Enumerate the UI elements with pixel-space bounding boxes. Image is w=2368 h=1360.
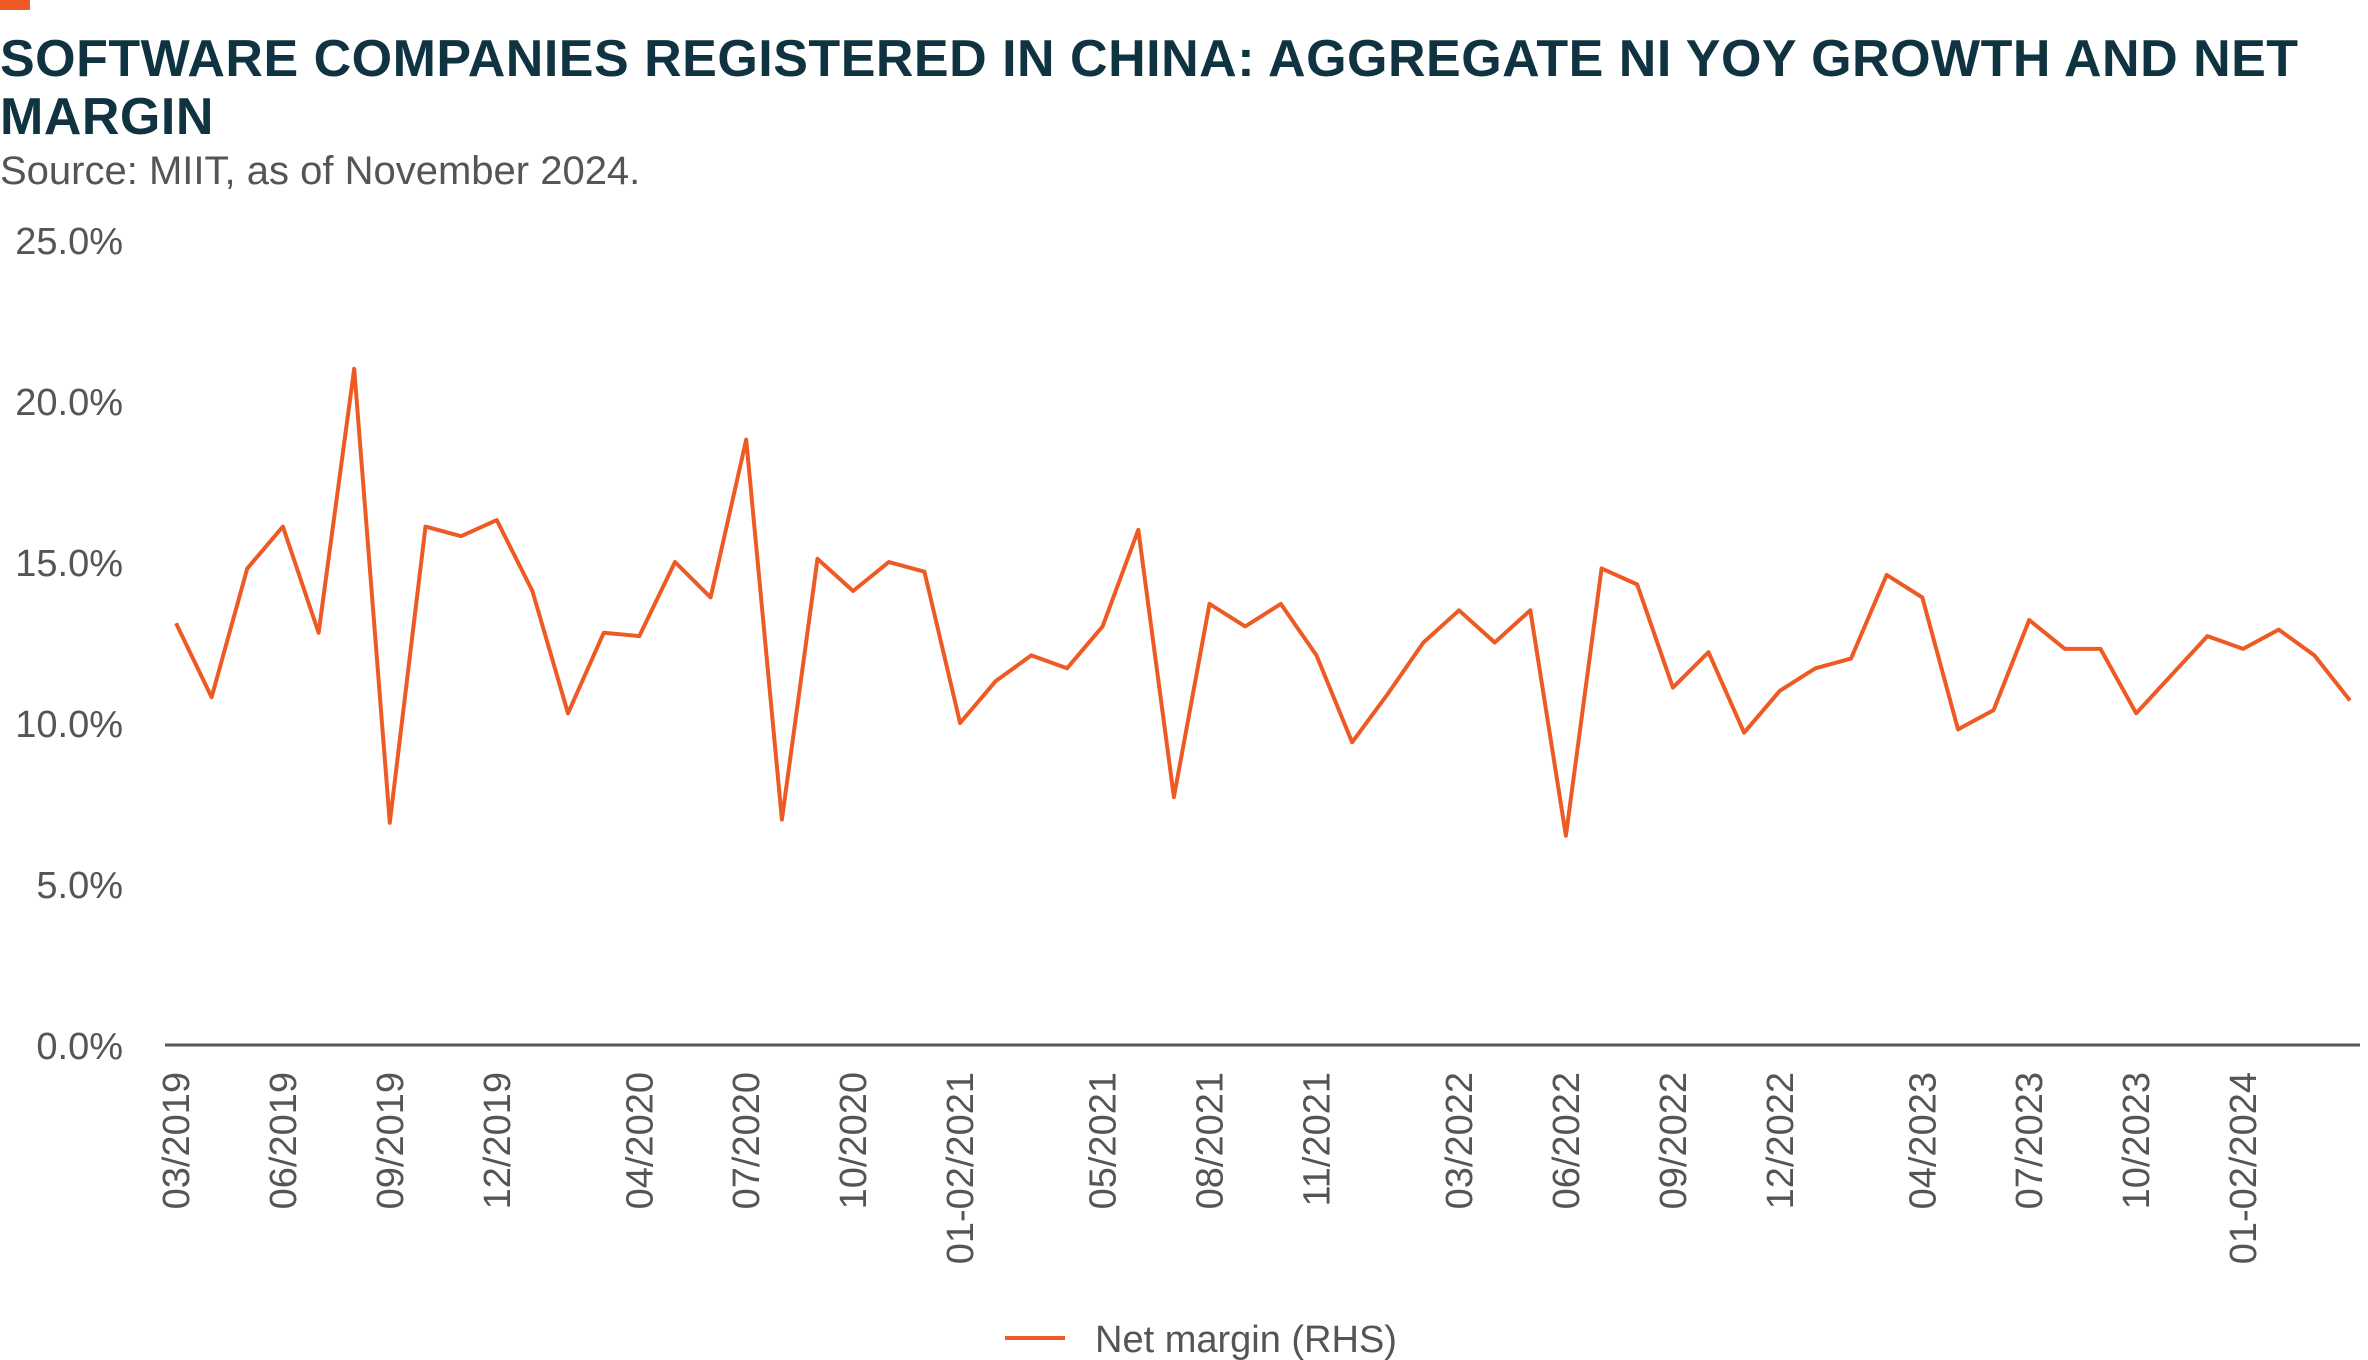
x-tick-label: 01-02/2024 bbox=[2223, 1072, 2265, 1264]
x-tick-label: 06/2019 bbox=[263, 1072, 305, 1209]
accent-bar bbox=[0, 0, 30, 10]
x-tick-label: 06/2022 bbox=[1546, 1072, 1588, 1209]
x-tick-label: 05/2021 bbox=[1083, 1072, 1125, 1209]
x-tick-label: 12/2022 bbox=[1760, 1072, 1802, 1209]
x-tick-label: 10/2020 bbox=[833, 1072, 875, 1209]
x-tick-label: 09/2019 bbox=[370, 1072, 412, 1209]
legend: Net margin (RHS) bbox=[1005, 1319, 1397, 1360]
y-tick-label: 20.0% bbox=[15, 382, 123, 424]
x-tick-label: 03/2022 bbox=[1439, 1072, 1481, 1209]
series-layer bbox=[174, 366, 2352, 838]
y-tick-label: 15.0% bbox=[15, 543, 123, 585]
x-tick-label: 07/2020 bbox=[726, 1072, 768, 1209]
x-tick-label: 12/2019 bbox=[477, 1072, 519, 1209]
x-tick-label: 04/2020 bbox=[619, 1072, 661, 1209]
y-axis: 0.0% 5.0% 10.0% 15.0% 20.0% 25.0% bbox=[15, 221, 123, 1068]
x-tick-label: 05/2024 bbox=[2366, 1072, 2368, 1209]
x-axis: 03/2019 06/2019 09/2019 12/2019 04/2020 07/20… bbox=[156, 1043, 2368, 1264]
x-tick-label: 01-02/2021 bbox=[940, 1072, 982, 1264]
x-tick-label: 09/2022 bbox=[1653, 1072, 1695, 1209]
chart-subtitle: Source: MIIT, as of November 2024. bbox=[0, 149, 641, 193]
y-tick-label: 10.0% bbox=[15, 704, 123, 746]
x-tick-label: 03/2019 bbox=[156, 1072, 198, 1209]
x-tick-label: 10/2023 bbox=[2116, 1072, 2158, 1209]
x-tick-label: 08/2021 bbox=[1190, 1072, 1232, 1209]
series-line-net-margin bbox=[174, 366, 2352, 838]
x-tick-label: 11/2021 bbox=[1296, 1072, 1338, 1207]
y-tick-label: 0.0% bbox=[36, 1026, 123, 1068]
y-tick-label: 5.0% bbox=[36, 865, 123, 907]
y-tick-label: 25.0% bbox=[15, 221, 123, 263]
legend-label: Net margin (RHS) bbox=[1095, 1319, 1397, 1360]
x-tick-label: 04/2023 bbox=[1902, 1072, 1944, 1209]
x-tick-label: 07/2023 bbox=[2009, 1072, 2051, 1209]
chart-title: SOFTWARE COMPANIES REGISTERED IN CHINA: … bbox=[0, 30, 2299, 146]
